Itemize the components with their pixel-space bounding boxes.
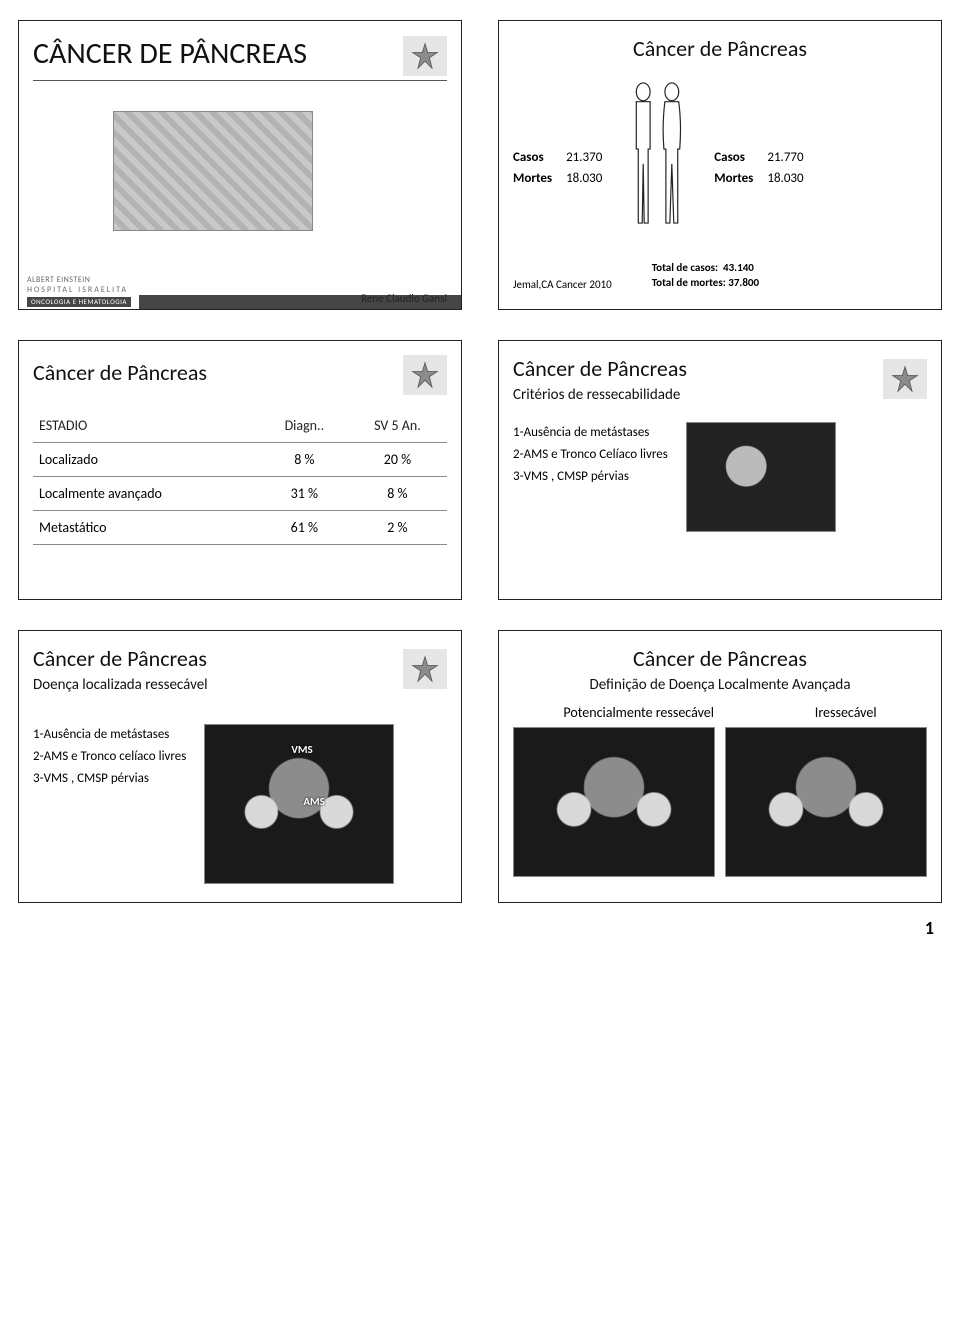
slide-4-body: 1-Ausência de metástases 2-AMS e Tronco …: [513, 422, 927, 532]
col-diagn: Diagn..: [261, 409, 348, 443]
slide-6-images: [513, 727, 927, 877]
table-row: Metastático 61 % 2 %: [33, 510, 447, 544]
footer-author: Rene Claudio Gansl: [361, 292, 447, 305]
female-stats: Casos 21.770 Mortes 18.030: [714, 80, 803, 186]
criteria-item: 2-AMS e Tronco Celíaco livres: [513, 444, 668, 466]
total-mortes-value: 37.800: [728, 276, 759, 289]
slide-4-subtitle: Critérios de ressecabilidade: [513, 386, 687, 404]
star-logo-icon: [403, 36, 447, 76]
label-right: Iressecável: [815, 704, 877, 721]
slide-3-header: Câncer de Pâncreas: [33, 355, 447, 395]
slide-5-title: Câncer de Pâncreas: [33, 645, 208, 676]
slide-5-subtitle: Doença localizada ressecável: [33, 676, 208, 694]
slide-6-labels: Potencialmente ressecável Iressecável: [513, 704, 927, 721]
female-casos-value: 21.770: [767, 150, 803, 165]
staging-table: ESTADIO Diagn.. SV 5 An. Localizado 8 % …: [33, 409, 447, 545]
page-number: 1: [18, 917, 942, 939]
star-logo-icon: [403, 355, 447, 395]
footer-org-line2: HOSPITAL ISRAELITA: [27, 286, 131, 295]
cell: 8 %: [261, 442, 348, 476]
slide-1-rule: [33, 80, 447, 81]
criteria-list: 1-Ausência de metástases 2-AMS e Tronco …: [33, 724, 186, 790]
ct-scan-placeholder: [686, 422, 836, 532]
slide-5-body: 1-Ausência de metástases 2-AMS e Tronco …: [33, 724, 447, 884]
female-casos-label: Casos: [714, 150, 753, 165]
cell: 8 %: [348, 476, 447, 510]
ct-scan-right-placeholder: [725, 727, 927, 877]
col-sv5: SV 5 An.: [348, 409, 447, 443]
male-mortes-label: Mortes: [513, 171, 552, 186]
male-casos-label: Casos: [513, 150, 552, 165]
slide-1: CÂNCER DE PÂNCREAS ALBERT EINSTEIN HOSPI…: [18, 20, 462, 310]
slide-3-title: Câncer de Pâncreas: [33, 359, 207, 390]
slide-2: Câncer de Pâncreas Casos 21.370 Mortes 1…: [498, 20, 942, 310]
male-stats: Casos 21.370 Mortes 18.030: [513, 80, 602, 186]
slide-5-header: Câncer de Pâncreas Doença localizada res…: [33, 645, 447, 694]
body-silhouettes: [626, 80, 690, 228]
criteria-item: 3-VMS , CMSP pérvias: [513, 466, 668, 488]
total-mortes-label: Total de mortes:: [652, 276, 726, 289]
criteria-item: 2-AMS e Tronco celíaco livres: [33, 746, 186, 768]
total-casos-label: Total de casos:: [652, 261, 718, 274]
slide-2-body: Casos 21.370 Mortes 18.030: [513, 80, 927, 228]
slide-4: Câncer de Pâncreas Critérios de ressecab…: [498, 340, 942, 600]
slide-6-header: Câncer de Pâncreas Definição de Doença L…: [513, 645, 927, 694]
criteria-item: 1-Ausência de metástases: [33, 724, 186, 746]
citation: Jemal,CA Cancer 2010: [513, 278, 612, 291]
slide-5: Câncer de Pâncreas Doença localizada res…: [18, 630, 462, 903]
slide-1-footer: ALBERT EINSTEIN HOSPITAL ISRAELITA ONCOL…: [19, 270, 461, 308]
slide-4-title: Câncer de Pâncreas: [513, 355, 687, 386]
slide-2-title: Câncer de Pâncreas: [633, 35, 807, 66]
table-header-row: ESTADIO Diagn.. SV 5 An.: [33, 409, 447, 443]
ct-scan-left-placeholder: [513, 727, 715, 877]
table-row: Localizado 8 % 20 %: [33, 442, 447, 476]
slide-3: Câncer de Pâncreas ESTADIO Diagn.. SV 5 …: [18, 340, 462, 600]
slide-6-title: Câncer de Pâncreas: [513, 645, 927, 676]
col-estadio: ESTADIO: [33, 409, 261, 443]
slide-1-body: [33, 111, 447, 231]
slide-1-header: CÂNCER DE PÂNCREAS: [33, 35, 447, 76]
cell: 31 %: [261, 476, 348, 510]
cell: 2 %: [348, 510, 447, 544]
male-casos-value: 21.370: [566, 150, 602, 165]
criteria-item: 3-VMS , CMSP pérvias: [33, 768, 186, 790]
ct-label-vms: VMS: [291, 743, 312, 756]
slide-1-title: CÂNCER DE PÂNCREAS: [33, 35, 307, 76]
cell: Metastático: [33, 510, 261, 544]
footer-org: ALBERT EINSTEIN HOSPITAL ISRAELITA ONCOL…: [19, 270, 139, 308]
totals: Total de casos: 43.140 Total de mortes: …: [652, 260, 759, 291]
slide-4-header: Câncer de Pâncreas Critérios de ressecab…: [513, 355, 927, 404]
star-logo-icon: [403, 649, 447, 689]
slide-grid: CÂNCER DE PÂNCREAS ALBERT EINSTEIN HOSPI…: [18, 20, 942, 903]
total-casos-value: 43.140: [723, 261, 754, 274]
slide-6-subtitle: Definição de Doença Localmente Avançada: [513, 676, 927, 694]
cell: Localmente avançado: [33, 476, 261, 510]
female-mortes-label: Mortes: [714, 171, 753, 186]
cell: 20 %: [348, 442, 447, 476]
cell: 61 %: [261, 510, 348, 544]
hospital-photo-placeholder: [113, 111, 313, 231]
footer-org-line3: ONCOLOGIA E HEMATOLOGIA: [27, 297, 131, 307]
slide-2-header: Câncer de Pâncreas: [513, 35, 927, 66]
table-row: Localmente avançado 31 % 8 %: [33, 476, 447, 510]
male-mortes-value: 18.030: [566, 171, 602, 186]
ct-label-ams: AMS: [303, 795, 324, 808]
criteria-list: 1-Ausência de metástases 2-AMS e Tronco …: [513, 422, 668, 488]
slide-6: Câncer de Pâncreas Definição de Doença L…: [498, 630, 942, 903]
cell: Localizado: [33, 442, 261, 476]
ct-scan-placeholder: VMS AMS: [204, 724, 394, 884]
star-logo-icon: [883, 359, 927, 399]
label-left: Potencialmente ressecável: [563, 704, 714, 721]
criteria-item: 1-Ausência de metástases: [513, 422, 668, 444]
female-mortes-value: 18.030: [767, 171, 803, 186]
